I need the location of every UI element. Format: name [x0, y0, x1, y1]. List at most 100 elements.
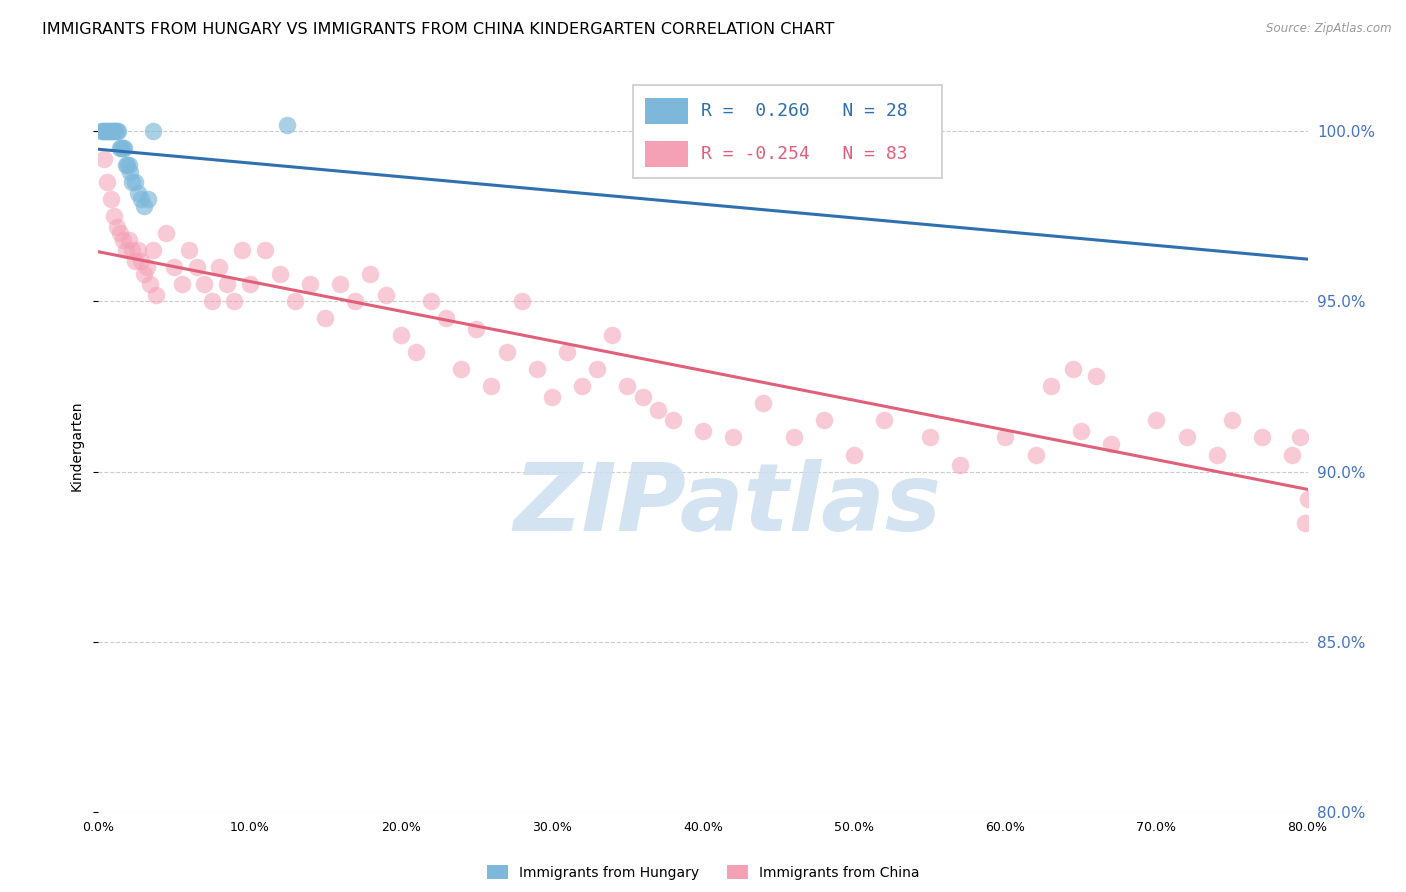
Point [135, 260, 157, 275]
Point [186, 260, 208, 275]
Point [208, 260, 231, 275]
Point [389, 328, 412, 343]
Point [1251, 430, 1274, 444]
Point [155, 227, 177, 241]
Text: Source: ZipAtlas.com: Source: ZipAtlas.com [1267, 22, 1392, 36]
Point [420, 294, 443, 309]
Point [96, 175, 118, 189]
Point [526, 362, 548, 376]
Point [314, 311, 336, 326]
Point [1024, 448, 1046, 462]
Point [1085, 369, 1108, 384]
Point [101, 124, 124, 138]
Point [1062, 362, 1084, 376]
Point [104, 124, 127, 138]
Point [450, 362, 472, 376]
Point [783, 430, 806, 444]
Point [103, 210, 125, 224]
Point [96, 124, 118, 138]
Point [434, 311, 457, 326]
Point [284, 294, 307, 309]
Point [555, 345, 578, 359]
Point [108, 141, 131, 155]
Point [231, 244, 253, 258]
Text: IMMIGRANTS FROM HUNGARY VS IMMIGRANTS FROM CHINA KINDERGARTEN CORRELATION CHART: IMMIGRANTS FROM HUNGARY VS IMMIGRANTS FR… [42, 22, 835, 37]
Point [1175, 430, 1198, 444]
Point [100, 192, 122, 206]
Point [121, 175, 143, 189]
Point [108, 227, 131, 241]
Point [114, 158, 136, 172]
Point [1294, 516, 1316, 530]
Point [132, 199, 155, 213]
Point [111, 233, 134, 247]
Point [114, 244, 136, 258]
Point [813, 413, 835, 427]
Point [1206, 448, 1229, 462]
Point [586, 362, 609, 376]
Point [139, 277, 162, 292]
Point [994, 430, 1017, 444]
Point [647, 403, 669, 417]
Point [93, 152, 115, 166]
Point [127, 244, 149, 258]
Point [1070, 424, 1092, 438]
Point [344, 294, 367, 309]
Point [360, 267, 382, 281]
FancyBboxPatch shape [633, 85, 942, 178]
Point [121, 244, 143, 258]
Point [129, 192, 152, 206]
Point [91, 124, 114, 138]
Text: ZIPatlas: ZIPatlas [513, 458, 941, 550]
Point [110, 141, 132, 155]
Point [179, 244, 201, 258]
Point [405, 345, 427, 359]
Point [253, 244, 276, 258]
Point [111, 141, 134, 155]
Point [215, 277, 238, 292]
Point [1220, 413, 1243, 427]
Point [120, 165, 142, 179]
Point [269, 267, 291, 281]
Point [465, 321, 488, 335]
Point [105, 124, 128, 138]
Point [1281, 448, 1303, 462]
Bar [645, 141, 689, 167]
Bar [645, 98, 689, 124]
Point [142, 244, 165, 258]
Point [329, 277, 352, 292]
Point [105, 219, 128, 234]
Text: R = -0.254   N = 83: R = -0.254 N = 83 [700, 145, 907, 163]
Point [616, 379, 638, 393]
Point [662, 413, 685, 427]
Point [1289, 430, 1312, 444]
Point [1099, 437, 1122, 451]
Point [541, 390, 564, 404]
Point [201, 294, 224, 309]
Point [602, 328, 624, 343]
Point [571, 379, 593, 393]
Point [692, 424, 714, 438]
Point [723, 430, 745, 444]
Point [94, 124, 117, 138]
Point [127, 186, 149, 200]
Point [1296, 491, 1319, 506]
Point [276, 118, 298, 132]
Text: R =  0.260   N = 28: R = 0.260 N = 28 [700, 102, 907, 120]
Point [145, 287, 167, 301]
Point [170, 277, 193, 292]
Point [100, 124, 122, 138]
Point [193, 277, 215, 292]
Point [918, 430, 941, 444]
Point [118, 158, 141, 172]
Point [495, 345, 517, 359]
Point [949, 458, 972, 472]
Point [98, 124, 121, 138]
Point [129, 253, 152, 268]
Point [299, 277, 322, 292]
Point [107, 124, 129, 138]
Point [1039, 379, 1062, 393]
Point [132, 267, 155, 281]
Point [481, 379, 503, 393]
Point [115, 158, 138, 172]
